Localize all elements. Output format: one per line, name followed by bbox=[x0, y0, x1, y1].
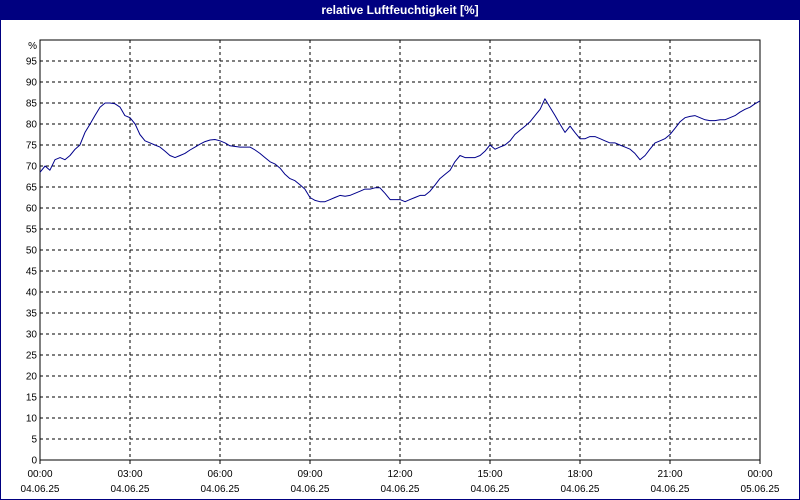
x-tick-time: 09:00 bbox=[297, 469, 322, 480]
x-tick-date: 04.06.25 bbox=[21, 484, 60, 495]
y-tick-label: 80 bbox=[26, 120, 38, 131]
y-tick-label: 75 bbox=[26, 141, 38, 152]
y-tick-label: 60 bbox=[26, 204, 38, 215]
y-tick-label: 55 bbox=[26, 225, 38, 236]
x-tick-time: 00:00 bbox=[27, 469, 52, 480]
tick-labels: 0 5 10 15 20 25 30 35 40 45 50 55 60 65 70 75 80 85 90 95% 0… bbox=[21, 41, 780, 495]
y-tick-label: 40 bbox=[26, 288, 38, 299]
y-tick-label: 35 bbox=[26, 309, 38, 320]
y-tick-label: 90 bbox=[26, 78, 38, 89]
x-tick-time: 21:00 bbox=[657, 469, 682, 480]
axes bbox=[39, 39, 761, 464]
y-tick-label: 0 bbox=[31, 456, 37, 467]
x-tick-date: 04.06.25 bbox=[651, 484, 690, 495]
x-tick-date: 05.06.25 bbox=[741, 484, 780, 495]
y-tick-label: 45 bbox=[26, 267, 38, 278]
x-tick-time: 15:00 bbox=[477, 469, 502, 480]
y-tick-label: 50 bbox=[26, 246, 38, 257]
y-axis-label: % bbox=[28, 41, 37, 52]
y-tick-label: 20 bbox=[26, 372, 38, 383]
series-layer bbox=[39, 98, 761, 203]
plot-frame bbox=[39, 39, 761, 461]
x-tick-date: 04.06.25 bbox=[471, 484, 510, 495]
y-tick-label: 70 bbox=[26, 162, 38, 173]
chart-title: relative Luftfeuchtigkeit [%] bbox=[1, 1, 799, 20]
grid bbox=[40, 40, 760, 460]
humidity-series-line bbox=[39, 98, 761, 203]
y-tick-label: 15 bbox=[26, 393, 38, 404]
x-tick-time: 12:00 bbox=[387, 469, 412, 480]
y-tick-label: 30 bbox=[26, 330, 38, 341]
x-tick-date: 04.06.25 bbox=[291, 484, 330, 495]
x-tick-date: 04.06.25 bbox=[561, 484, 600, 495]
x-tick-date: 04.06.25 bbox=[381, 484, 420, 495]
x-tick-time: 06:00 bbox=[207, 469, 232, 480]
y-tick-label: 65 bbox=[26, 183, 38, 194]
y-tick-label: 25 bbox=[26, 351, 38, 362]
x-tick-time: 18:00 bbox=[567, 469, 592, 480]
x-tick-time: 00:00 bbox=[747, 469, 772, 480]
x-tick-date: 04.06.25 bbox=[111, 484, 150, 495]
y-tick-label: 85 bbox=[26, 99, 38, 110]
y-tick-label: 10 bbox=[26, 414, 38, 425]
y-tick-label: 95 bbox=[26, 57, 38, 68]
x-tick-time: 03:00 bbox=[117, 469, 142, 480]
y-tick-label: 5 bbox=[31, 435, 37, 446]
x-tick-date: 04.06.25 bbox=[201, 484, 240, 495]
